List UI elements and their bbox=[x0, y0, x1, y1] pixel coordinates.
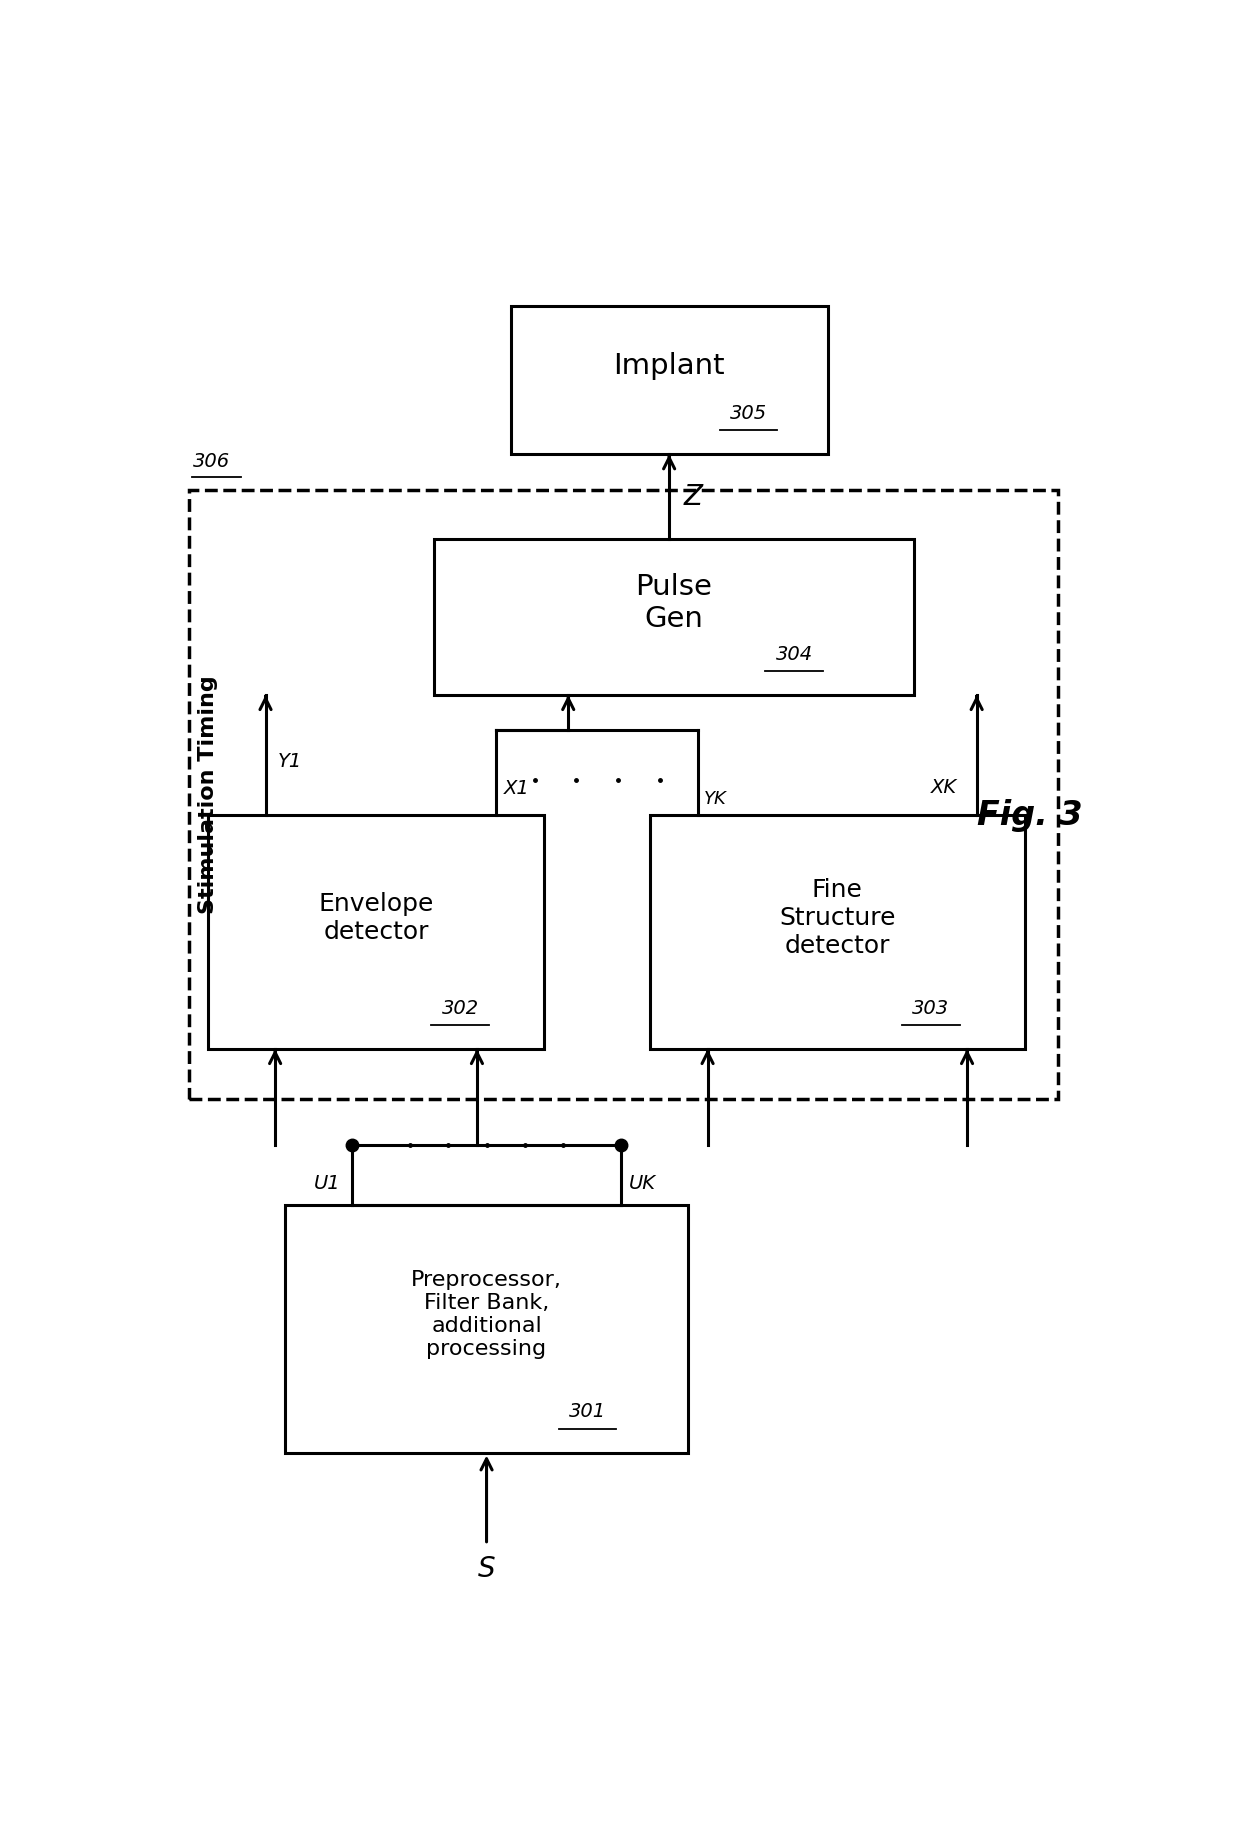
Text: 301: 301 bbox=[569, 1403, 606, 1422]
Text: Pulse
Gen: Pulse Gen bbox=[636, 572, 712, 633]
Text: X1: X1 bbox=[503, 780, 529, 798]
Text: S: S bbox=[477, 1554, 495, 1583]
Text: 305: 305 bbox=[730, 405, 768, 423]
Text: 304: 304 bbox=[775, 645, 812, 664]
Text: U1: U1 bbox=[314, 1173, 341, 1194]
Bar bbox=[511, 305, 828, 454]
Bar bbox=[650, 815, 1024, 1048]
Text: Fine
Structure
detector: Fine Structure detector bbox=[779, 879, 895, 958]
Text: Y1: Y1 bbox=[278, 752, 303, 771]
Text: Envelope
detector: Envelope detector bbox=[319, 892, 434, 943]
Bar bbox=[285, 1205, 688, 1453]
Text: 302: 302 bbox=[441, 999, 479, 1019]
Bar bbox=[208, 815, 544, 1048]
Bar bbox=[188, 489, 1059, 1098]
Text: 306: 306 bbox=[193, 452, 231, 471]
Text: Stimulation Timing: Stimulation Timing bbox=[198, 675, 218, 914]
Text: Implant: Implant bbox=[614, 351, 725, 381]
Bar bbox=[434, 539, 914, 695]
Text: Z: Z bbox=[683, 484, 703, 511]
Text: Fig. 3: Fig. 3 bbox=[977, 798, 1083, 831]
Text: UK: UK bbox=[629, 1173, 656, 1194]
Text: YK: YK bbox=[704, 791, 727, 809]
Text: Preprocessor,
Filter Bank,
additional
processing: Preprocessor, Filter Bank, additional pr… bbox=[412, 1269, 562, 1359]
Text: 303: 303 bbox=[913, 999, 950, 1019]
Text: XK: XK bbox=[930, 778, 956, 796]
